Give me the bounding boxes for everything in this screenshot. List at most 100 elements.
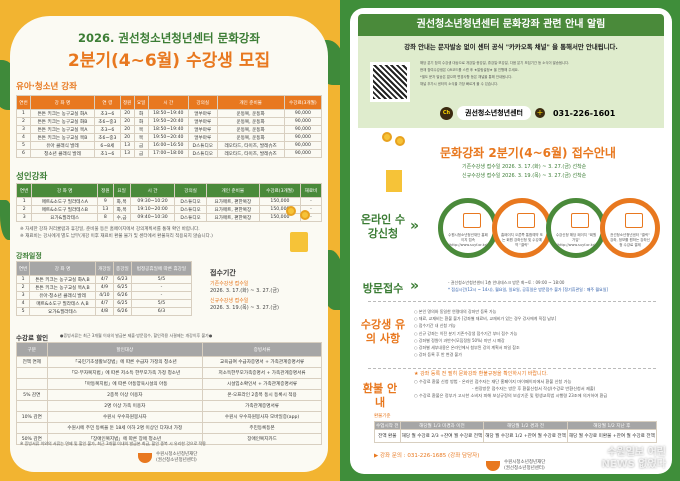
table-cell: 수원시 우수자원봉사자 — [46, 411, 204, 423]
table-cell: 13 — [97, 205, 114, 214]
table-cell: 6~8세 — [94, 141, 121, 150]
table-cell: 튼튼 키크는 농구교실 화A — [29, 109, 96, 118]
column-header: 해당월 1/2 지난 후 — [566, 421, 657, 430]
flower-vase-illustration — [382, 132, 406, 192]
table-cell: 19:10~20:00 — [129, 205, 176, 214]
new-date: 2026. 3. 19.(목) ~ 3. 27.(금) — [210, 305, 279, 311]
column-header: 개인 준비물 — [216, 95, 285, 110]
table-cell: 5/5 — [130, 299, 193, 308]
org-sub: (권선청소년청년센터) — [504, 466, 545, 471]
online-label: 온라인 수강신청 — [360, 213, 406, 240]
column-header: 정원 — [97, 183, 114, 198]
table-cell: 6/3 — [130, 307, 193, 316]
table-cell: 해당 월 수강료 미환불 +잔여 월 수강료 전액 — [566, 429, 657, 443]
course-card: 2026. 권선청소년청년센터 문화강좌 2분기(4~6월) 수강생 모집 유아… — [10, 16, 328, 472]
caution-list: ○ 본인 명의와 동일한 연령대의 강좌만 등록 가능 ○ 재료, 교재비는 환… — [414, 308, 556, 358]
table-cell: 얼쑤마루 — [188, 117, 218, 126]
column-header: 강 좌 명 — [31, 183, 99, 198]
table-cell: 튼튼 키크는 농구교실 화A,B — [29, 275, 96, 284]
table-cell: 2 — [15, 283, 31, 292]
chevron-right-icon: » — [410, 218, 420, 234]
table-cell: 운동복, 운동화 — [216, 133, 285, 142]
discount-heading: 수강료 할인 — [16, 334, 49, 342]
table-cell — [16, 422, 48, 434]
table-cell: 가족관계증명서류 — [202, 400, 322, 412]
table-row: 2명 이상 가족 이용자 가족관계증명서류 — [16, 400, 322, 412]
table-cell: 해당 월 수강료 2/3 +잔여 월 수강료 전액 — [399, 429, 485, 443]
registration-period: 접수기간 기존수강생 접수일 2026. 3. 17.(화) ~ 3. 27.(… — [210, 268, 300, 312]
hand-click-icon — [517, 213, 535, 228]
table-row: 2 튼튼 키크는 농구교실 화B 초6~중3 20 화 19:50~20:40 얼쑤마루 운동… — [16, 117, 323, 126]
inquiry: ▶ 강좌 문의 : 031-226-1685 (강좌 담당자) — [374, 453, 480, 459]
column-header: 구분 — [16, 342, 48, 357]
caution-item: ○ 재료, 교재비는 환불 불가 [강좌별 재료비, 교재비가 있는 경우 강사… — [414, 316, 557, 322]
table-cell: 10% 감면 — [16, 411, 48, 423]
table-row: 5 유아 클래식 발레 6~8세 13 금 16:00~16:50 D스튜디오 레오타드, 타… — [16, 141, 323, 150]
table-cell: 요가매트, 편한복장 — [205, 205, 260, 214]
org-logo: 수원시청소년청년재단 (권선청소년청년센터) — [138, 452, 197, 464]
discount-table: 구분 할인대상 증빙서류 전액 면제 「국민기초생활보장법」에 따른 수급자 가정의 청… — [16, 342, 322, 445]
table-cell: 19:50~20:40 — [147, 117, 190, 126]
divider — [368, 368, 656, 369]
table-cell: 「국민기초생활보장법」에 따른 수급자 가정의 청소년 — [46, 356, 204, 368]
adult-heading: 성인강좌 — [16, 172, 48, 182]
org-name: 수원시청소년청년재단 — [504, 460, 546, 465]
table-cell: 목 — [133, 133, 149, 142]
flower-vase-illustration — [282, 206, 314, 252]
kakao-notice-box: 강좌 안내는 문자발송 없이 센터 공식 "카카오톡 채널" 을 통해서만 안내… — [358, 36, 664, 128]
table-cell: 3 — [15, 291, 31, 300]
discount-footer: ※ 증빙서류 이외의 서류는 면제 및 할인 불가, 최근 3개월 이내의 발급… — [20, 441, 206, 446]
table-cell: 초3~6 — [94, 125, 121, 134]
refund-table: 수업시작 전 해당월 1/3 미경과 이전 해당월 1/2 경과 전 해당월 1/2 … — [374, 421, 657, 443]
table-cell: 화,목 — [112, 197, 131, 206]
table-cell: 레오타드, 타이즈, 발레슈즈 — [216, 141, 285, 150]
column-header: 강의실 — [188, 95, 218, 110]
table-cell: 20 — [119, 117, 135, 126]
step-4: 권선청소년청년센터 "클릭" 강좌, 정보를 원하는 강좌신청 수강료 결제 — [600, 198, 660, 258]
caution-item: ○ 강좌별 정원이 과반수(모집정원 50%) 미만 시 폐강 — [414, 337, 505, 343]
table-cell: 5% 감면 — [16, 389, 48, 401]
reg-existing: 기존수강생 접수일 2026. 3. 17.(화) ~ 3. 27.(금) 선착… — [462, 164, 587, 170]
step-2: 홈페이지 오른쪽 통합예약 또는 회원 강좌신청 및 수강예약 "클릭" — [492, 198, 552, 258]
schedule-heading: 강좌일정 — [16, 252, 42, 260]
column-header: 해당월 1/3 미경과 이전 — [399, 421, 485, 430]
column-header: 연번 — [15, 183, 33, 198]
notice-line: 해당 분기 참여 수강생 대상으로 개강일·종강일, 휴강일·보강일, 다음 분… — [420, 61, 570, 65]
refund-line: - 현장방문 접수자는 방문 후 환불신청서 작성(수강료 반환신청서 제출) — [472, 386, 596, 391]
table-cell: 6/25 — [112, 299, 132, 308]
table-cell: 화 — [133, 117, 149, 126]
table-cell: 18:50~19:40 — [147, 125, 190, 134]
table-cell: 18:50~19:40 — [147, 109, 190, 118]
table-cell: D스튜디오 — [174, 213, 207, 222]
table-cell: 2종목 이상 이용자 — [46, 389, 204, 401]
add-channel-icon[interactable]: + — [534, 108, 545, 118]
table-row: 2 매트&소도구 필라테스B 13 화,목 19:10~20:00 D스튜디오 요가매트, … — [15, 205, 323, 214]
table-cell: 화,목 — [112, 205, 131, 214]
table-cell: 6/25 — [112, 283, 132, 292]
table-cell: 장애인복지카드 — [202, 433, 322, 445]
qr-code[interactable] — [370, 62, 410, 102]
org-logo-icon — [486, 461, 500, 471]
table-cell: 유아·청소년 클래식 발레 — [29, 291, 96, 300]
channel-name[interactable]: 권선청소년청년센터 — [457, 106, 531, 120]
table-cell: 튼튼 키크는 농구교실 목A,B — [29, 283, 96, 292]
table-cell: 4 — [15, 299, 31, 308]
table-row: 3 요가&필라테스 8 수,금 09:40~10:30 D스튜디오 요가매트, 편한복장 15… — [15, 213, 323, 222]
caution-item: ○ 본인 명의와 동일한 연령대의 강좌만 등록 가능 — [414, 309, 497, 314]
step-3: 수강신청 해당 페이지 "회원가입" (http://www.suyf.or.k… — [546, 198, 606, 258]
table-cell: 2 — [16, 117, 31, 126]
table-row: 「아동복지법」에 따른 아동양육시설의 아동 시설입소확인서 + 가족관계증명서류 — [16, 378, 322, 390]
column-header: 할인대상 — [46, 342, 204, 357]
org-sub: (권선청소년청년센터) — [156, 458, 197, 463]
column-header: 개강일 — [94, 261, 114, 276]
notice-line: 현재 참여수강생은 QR코드를 스캔 후 ★알림설정★ 을 진행해 주세요. — [420, 68, 519, 72]
table-cell: 주민등록등본 — [202, 422, 322, 434]
table-cell: 17:00~18:00 — [147, 149, 190, 158]
divider — [368, 301, 656, 302]
step-1: 수원시청소년청년재단 홈페이지 접속 (http://www.suyf.or.k… — [438, 198, 498, 258]
chevron-right-icon: » — [410, 278, 420, 294]
table-cell: D스튜디오 — [174, 197, 207, 206]
table-cell: 전액 환불 — [374, 429, 401, 443]
table-cell: 1 — [16, 109, 31, 118]
